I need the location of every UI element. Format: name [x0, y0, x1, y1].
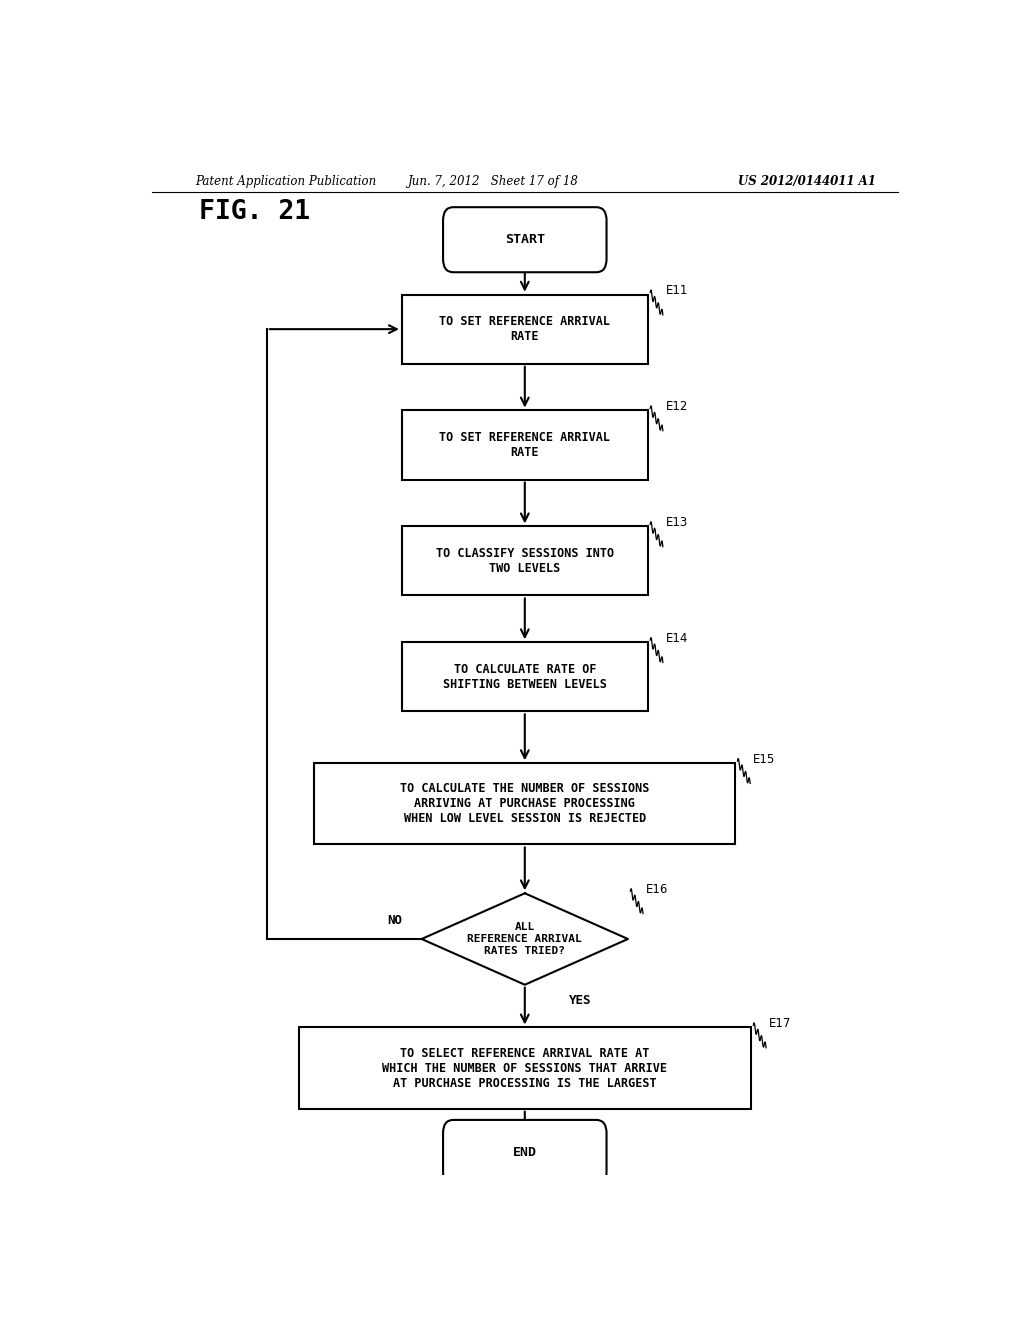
- FancyBboxPatch shape: [401, 527, 648, 595]
- Text: E15: E15: [754, 752, 775, 766]
- Text: TO CLASSIFY SESSIONS INTO
TWO LEVELS: TO CLASSIFY SESSIONS INTO TWO LEVELS: [436, 546, 613, 576]
- Text: E16: E16: [646, 883, 669, 896]
- Text: US 2012/0144011 A1: US 2012/0144011 A1: [737, 176, 876, 189]
- Text: TO SET REFERENCE ARRIVAL
RATE: TO SET REFERENCE ARRIVAL RATE: [439, 315, 610, 343]
- Text: TO SET REFERENCE ARRIVAL
RATE: TO SET REFERENCE ARRIVAL RATE: [439, 432, 610, 459]
- Text: FIG. 21: FIG. 21: [200, 199, 310, 226]
- Text: ALL
REFERENCE ARRIVAL
RATES TRIED?: ALL REFERENCE ARRIVAL RATES TRIED?: [467, 923, 583, 956]
- FancyBboxPatch shape: [401, 294, 648, 364]
- Text: NO: NO: [387, 915, 401, 927]
- Text: START: START: [505, 234, 545, 247]
- Text: E11: E11: [666, 284, 688, 297]
- Polygon shape: [422, 894, 628, 985]
- FancyBboxPatch shape: [299, 1027, 751, 1109]
- FancyBboxPatch shape: [443, 207, 606, 272]
- Text: Patent Application Publication: Patent Application Publication: [196, 176, 377, 189]
- Text: TO SELECT REFERENCE ARRIVAL RATE AT
WHICH THE NUMBER OF SESSIONS THAT ARRIVE
AT : TO SELECT REFERENCE ARRIVAL RATE AT WHIC…: [382, 1047, 668, 1089]
- FancyBboxPatch shape: [401, 643, 648, 711]
- FancyBboxPatch shape: [314, 763, 735, 845]
- FancyBboxPatch shape: [443, 1119, 606, 1185]
- Text: YES: YES: [568, 994, 591, 1007]
- FancyBboxPatch shape: [401, 411, 648, 479]
- Text: E17: E17: [769, 1016, 792, 1030]
- Text: TO CALCULATE RATE OF
SHIFTING BETWEEN LEVELS: TO CALCULATE RATE OF SHIFTING BETWEEN LE…: [442, 663, 607, 690]
- Text: E13: E13: [666, 516, 688, 529]
- Text: E12: E12: [666, 400, 688, 413]
- Text: Jun. 7, 2012   Sheet 17 of 18: Jun. 7, 2012 Sheet 17 of 18: [408, 176, 579, 189]
- Text: TO CALCULATE THE NUMBER OF SESSIONS
ARRIVING AT PURCHASE PROCESSING
WHEN LOW LEV: TO CALCULATE THE NUMBER OF SESSIONS ARRI…: [400, 783, 649, 825]
- Text: E14: E14: [666, 632, 688, 644]
- Text: END: END: [513, 1146, 537, 1159]
